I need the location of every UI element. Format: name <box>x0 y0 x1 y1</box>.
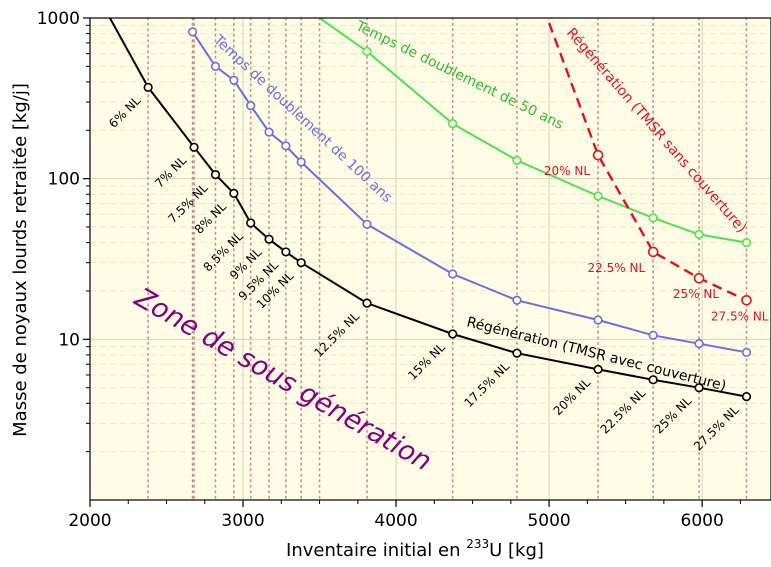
y-tick-label: 1000 <box>37 9 80 29</box>
data-point <box>694 383 704 393</box>
point-label: 22.5% NL <box>588 261 646 275</box>
data-point <box>264 234 274 244</box>
data-point <box>512 295 522 305</box>
y-tick-label: 100 <box>48 170 80 190</box>
point-label: 25% NL <box>673 287 719 301</box>
data-point <box>694 339 704 349</box>
data-point <box>281 141 291 151</box>
data-point <box>512 348 522 358</box>
data-point <box>741 347 752 357</box>
data-point <box>741 294 752 306</box>
data-point <box>246 218 256 228</box>
series-line-r-g-n-ration-tmsr-avec-couverture <box>109 18 747 398</box>
point-label: 27.5% NL <box>711 309 769 323</box>
data-point <box>693 272 705 284</box>
series-line-temps-de-doublement-de-100-ans <box>191 31 747 354</box>
data-point <box>210 61 221 71</box>
data-point <box>362 298 372 308</box>
data-point <box>647 246 659 258</box>
data-point <box>362 219 372 229</box>
data-point <box>592 149 604 161</box>
axis-ticks: 2000 3000 4000 5000 6000 10 100 1000 <box>37 9 741 531</box>
data-point <box>296 157 306 167</box>
grid <box>89 18 771 500</box>
data-point <box>362 46 372 56</box>
y-axis-title: Masse de noyaux lourds retraitée [kg/j] <box>10 83 31 437</box>
data-point <box>648 213 658 223</box>
data-point <box>264 127 274 137</box>
data-point <box>648 330 658 340</box>
data-point <box>229 188 239 198</box>
data-point <box>593 315 603 325</box>
x-axis-title-main: Inventaire initial en <box>286 540 460 561</box>
y-tick-label: 10 <box>58 330 80 350</box>
x-tick-label: 5000 <box>527 511 570 531</box>
plot-area <box>90 18 771 500</box>
series-line-temps-de-doublement-de-50-ans <box>319 18 747 244</box>
data-point <box>189 142 199 152</box>
x-axis-title-unit: U [kg] <box>489 540 544 561</box>
data-point <box>210 170 221 180</box>
x-axis-title-isotope: 233 <box>466 537 489 551</box>
point-guides <box>147 18 748 500</box>
data-point <box>741 392 752 402</box>
data-point <box>143 82 153 92</box>
series-points <box>143 27 752 402</box>
data-point <box>281 247 291 257</box>
data-point <box>694 229 704 239</box>
data-point <box>448 269 458 279</box>
data-point <box>448 329 458 339</box>
data-point <box>593 364 603 374</box>
data-point <box>512 155 522 165</box>
x-tick-label: 6000 <box>681 511 724 531</box>
data-point <box>246 100 256 111</box>
data-point <box>229 75 239 85</box>
data-point <box>448 119 458 129</box>
series-lines <box>109 18 748 398</box>
point-label: 20% NL <box>544 164 590 178</box>
data-point <box>593 191 603 201</box>
series-line-r-g-n-ration-tmsr-sans-couverture <box>547 22 748 302</box>
x-tick-label: 3000 <box>221 511 264 531</box>
x-axis-title: Inventaire initial en 233U [kg] <box>286 537 544 561</box>
data-point <box>648 375 658 385</box>
plot-frame <box>89 17 771 501</box>
x-tick-label: 4000 <box>374 511 417 531</box>
x-tick-label: 2000 <box>68 511 111 531</box>
data-point <box>187 27 198 37</box>
data-point <box>296 258 306 268</box>
data-point <box>741 238 752 248</box>
